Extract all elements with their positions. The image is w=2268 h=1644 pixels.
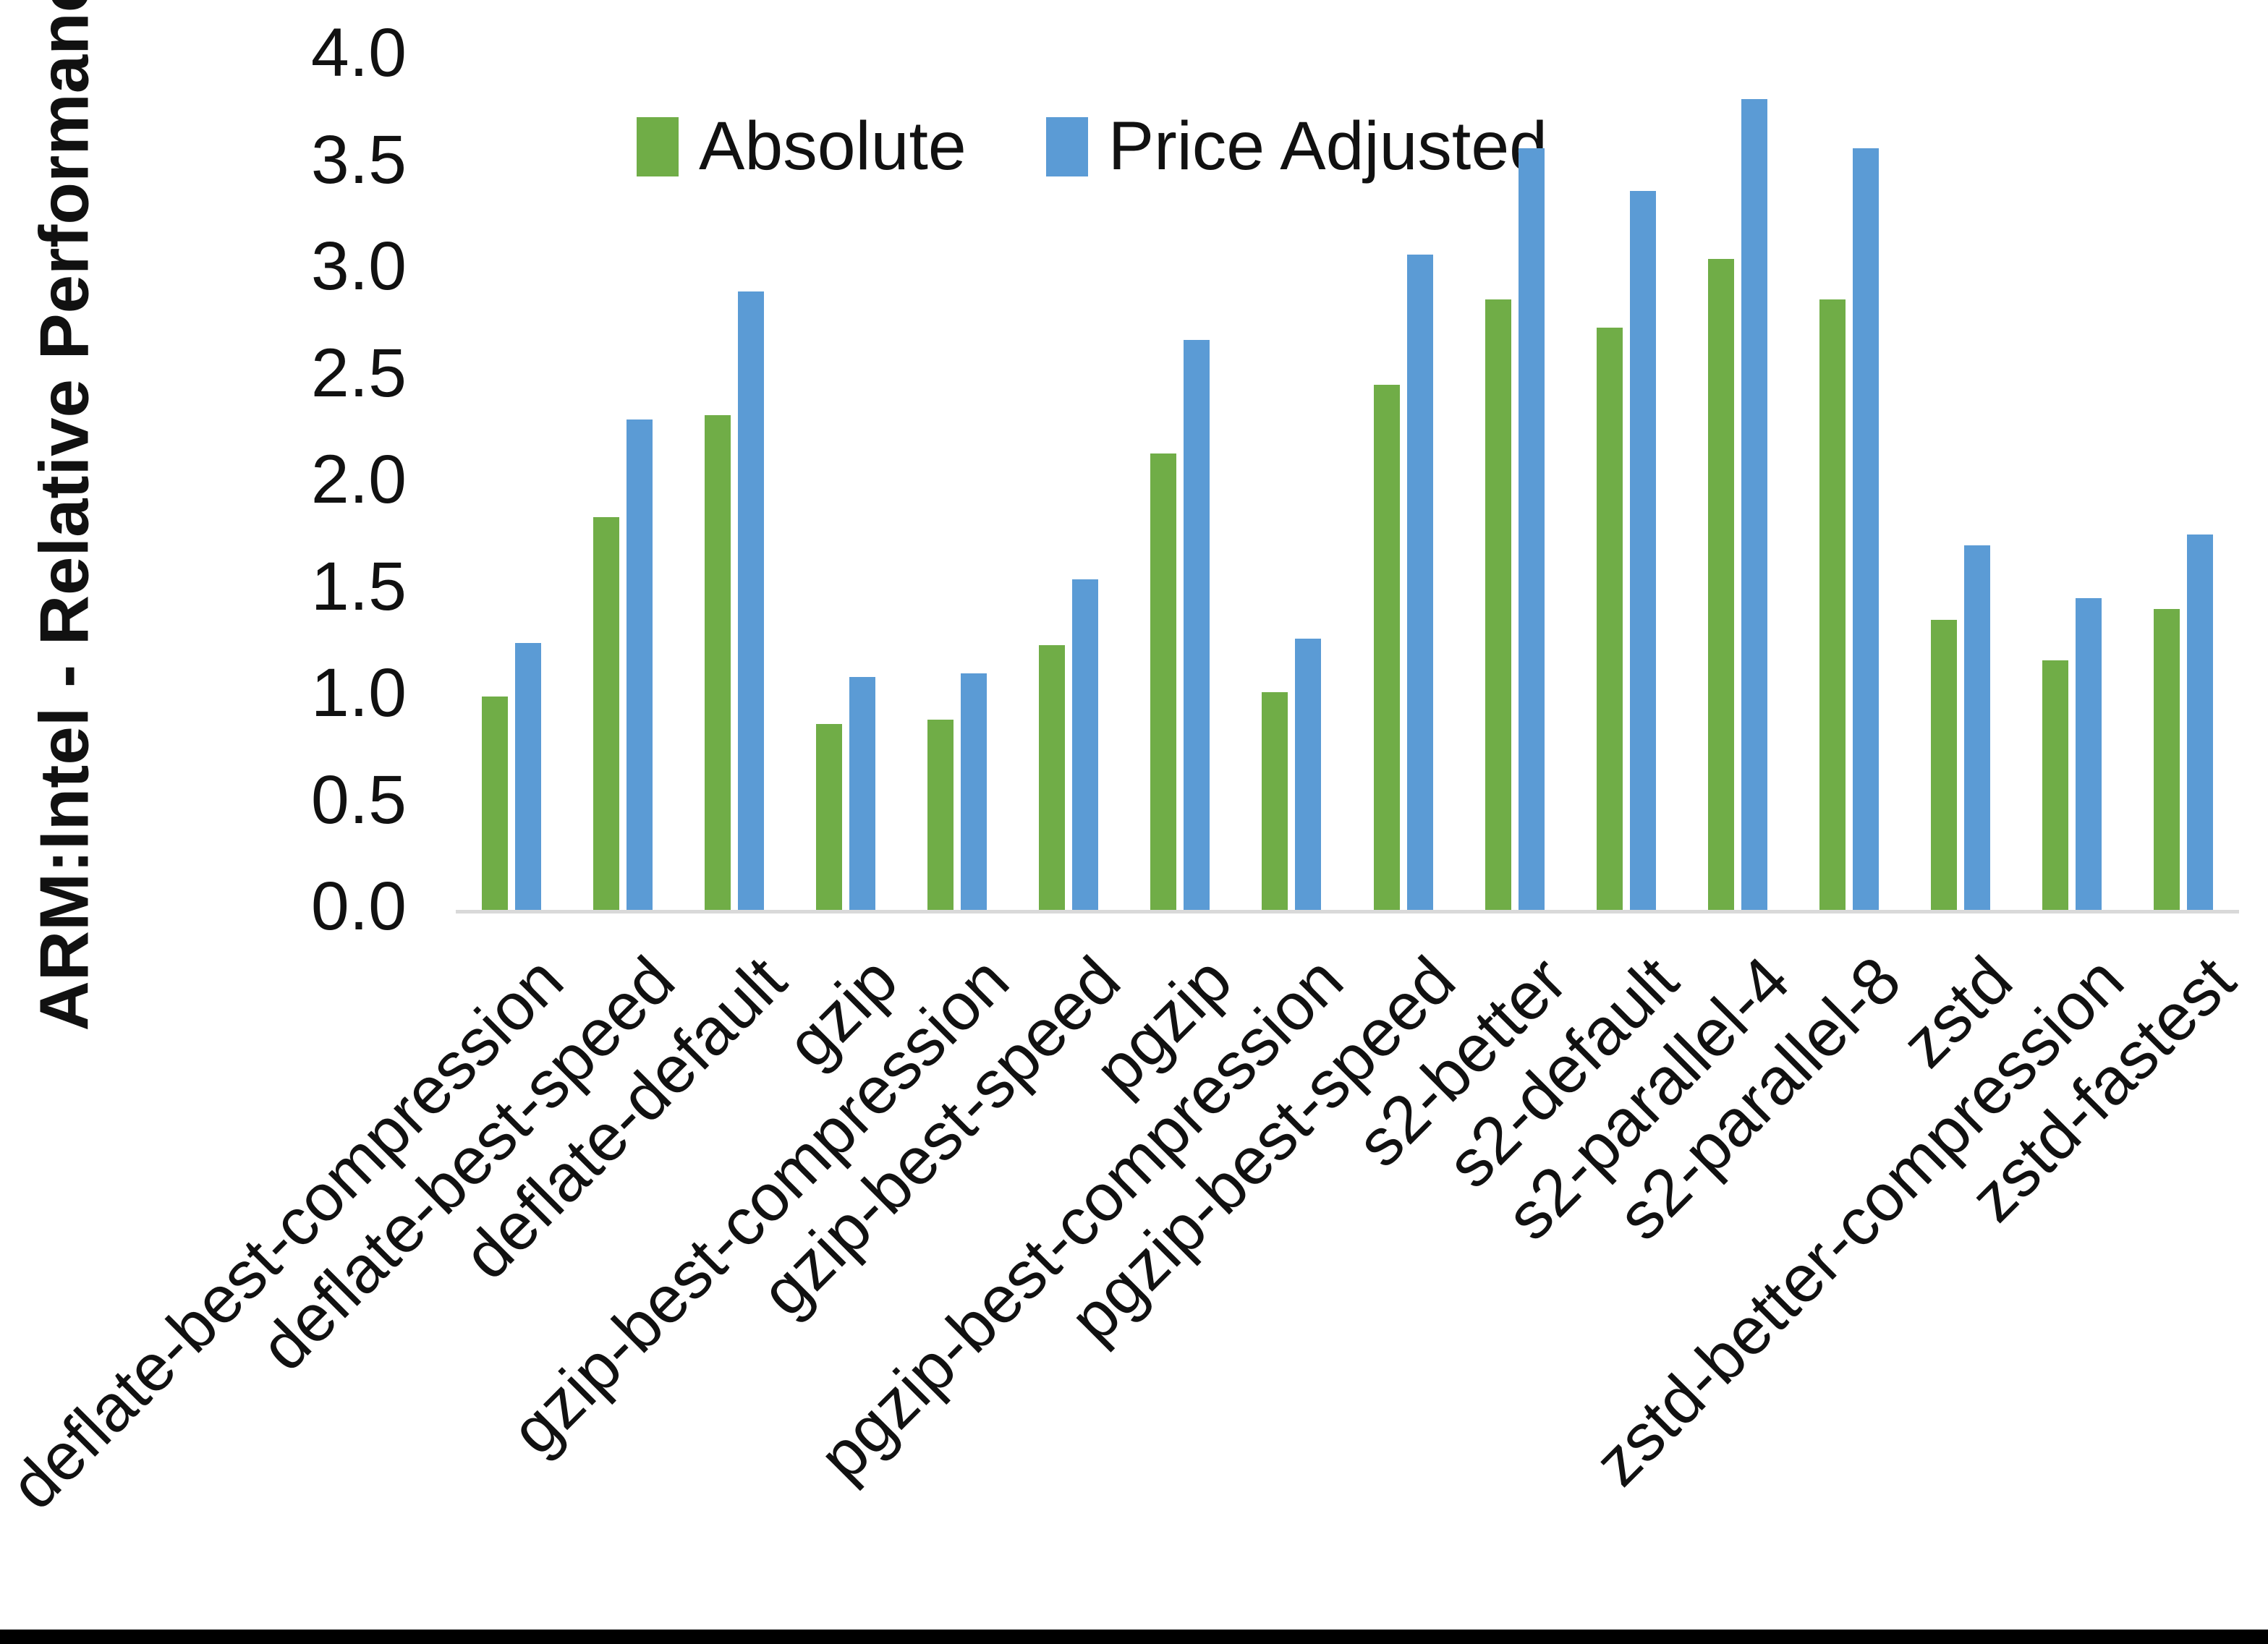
- y-tick-label: 1.0: [310, 655, 407, 732]
- legend: Absolute Price Adjusted: [637, 107, 1547, 186]
- bar-absolute: [1039, 645, 1066, 910]
- bar-price-adjusted: [1741, 99, 1767, 910]
- x-axis-line: [456, 910, 2239, 913]
- y-tick-label: 4.0: [310, 14, 407, 92]
- bar-price-adjusted: [1072, 579, 1099, 910]
- y-tick-label: 0.0: [310, 868, 407, 945]
- y-tick-label: 2.0: [310, 441, 407, 519]
- bar-price-adjusted: [738, 291, 765, 910]
- bar-price-adjusted: [1295, 639, 1322, 910]
- bar-absolute: [482, 697, 509, 910]
- bar-absolute: [1150, 453, 1177, 910]
- bar-price-adjusted: [1184, 340, 1210, 910]
- bottom-border: [0, 1630, 2268, 1644]
- bar-price-adjusted: [515, 643, 542, 910]
- bar-absolute: [816, 724, 843, 910]
- y-tick-label: 2.5: [310, 334, 407, 412]
- bar-price-adjusted: [2075, 598, 2102, 910]
- bar-price-adjusted: [1629, 190, 1656, 910]
- bar-absolute: [593, 517, 620, 910]
- bar-absolute: [1707, 259, 1734, 910]
- legend-item: Absolute: [637, 107, 967, 186]
- bar-price-adjusted: [1852, 148, 1879, 910]
- bar-price-adjusted: [2186, 534, 2213, 910]
- bar-absolute: [1262, 692, 1288, 910]
- bar-price-adjusted: [1518, 148, 1545, 910]
- bar-absolute: [927, 720, 954, 910]
- bar-absolute: [1596, 327, 1623, 910]
- bar-price-adjusted: [627, 419, 653, 910]
- y-tick-label: 0.5: [310, 761, 407, 838]
- bar-absolute: [1373, 385, 1400, 910]
- legend-swatch-icon: [637, 116, 679, 176]
- legend-label: Absolute: [699, 108, 967, 184]
- y-tick-label: 3.5: [310, 121, 407, 198]
- bar-absolute: [2153, 609, 2180, 910]
- bar-price-adjusted: [1406, 255, 1433, 910]
- legend-swatch-icon: [1045, 116, 1088, 176]
- bar-price-adjusted: [961, 673, 988, 910]
- y-tick-label: 1.5: [310, 548, 407, 625]
- bar-absolute: [1819, 299, 1846, 910]
- legend-item: Price Adjusted: [1045, 107, 1547, 186]
- y-tick-label: 3.0: [310, 228, 407, 305]
- legend-label: Price Adjusted: [1108, 108, 1547, 184]
- bar-absolute: [1930, 619, 1957, 910]
- bar-price-adjusted: [849, 677, 876, 910]
- bar-absolute: [2042, 660, 2068, 910]
- bar-absolute: [705, 414, 731, 910]
- bar-price-adjusted: [1963, 545, 1990, 910]
- bar-absolute: [1485, 299, 1511, 910]
